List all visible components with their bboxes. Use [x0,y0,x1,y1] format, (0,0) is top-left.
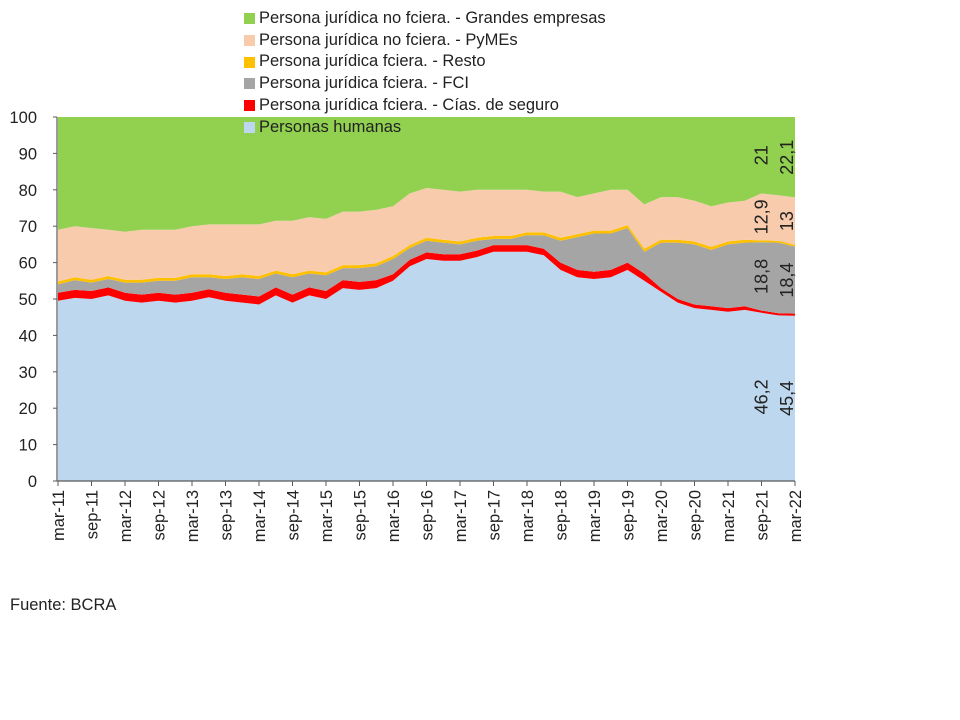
x-tick-label: mar-17 [452,490,470,542]
x-tick-label: mar-22 [787,490,805,542]
legend-swatch [244,35,255,47]
data-label: 46,2 [752,379,772,414]
x-tick-label: sep-13 [218,490,236,540]
x-tick-label: sep-16 [419,490,437,540]
data-label: 45,4 [777,381,797,416]
x-tick-label: sep-18 [553,490,571,540]
legend-swatch [244,13,255,25]
legend-item: Persona jurídica no fciera. - PyMEs [244,30,606,52]
data-label: 18,4 [777,263,797,298]
y-tick-label: 0 [28,473,37,491]
x-tick-label: sep-11 [84,490,102,539]
legend-item: Persona jurídica fciera. - FCI [244,73,606,95]
x-tick-label: mar-14 [251,490,269,542]
x-tick-label: sep-15 [352,490,370,540]
x-tick-label: sep-20 [687,490,705,540]
legend-item: Personas humanas [244,117,606,139]
y-tick-label: 70 [19,218,37,236]
y-tick-label: 60 [19,255,37,273]
y-tick-label: 50 [19,291,37,309]
x-tick-label: mar-11 [50,490,68,541]
data-label: 18,8 [752,259,772,294]
x-tick-label: sep-12 [151,490,169,540]
source-note: Fuente: BCRA [10,596,117,614]
legend-swatch [244,121,255,133]
legend-item: Persona jurídica fciera. - Cías. de segu… [244,95,606,117]
legend-label: Persona jurídica no fciera. - Grandes em… [259,9,606,27]
legend-label: Persona jurídica fciera. - FCI [259,74,469,93]
legend-label: Persona jurídica fciera. - Resto [259,52,486,71]
data-label: 22,1 [777,140,797,175]
y-tick-label: 10 [19,437,37,455]
x-tick-label: sep-17 [486,490,504,540]
legend-swatch [244,78,255,90]
y-tick-label: 40 [19,327,37,345]
area-persona-jur-dica-no-fciera-pymes [58,188,795,282]
y-tick-label: 90 [19,145,37,163]
y-tick-label: 30 [19,364,37,382]
x-tick-label: mar-21 [720,490,738,542]
legend-label: Persona jurídica no fciera. - PyMEs [259,30,518,49]
x-tick-label: mar-20 [653,490,671,542]
data-label: 12,9 [752,199,772,234]
x-tick-label: sep-19 [620,490,638,540]
x-tick-label: mar-18 [519,490,537,542]
x-tick-label: mar-12 [117,490,135,542]
legend-label: Persona jurídica fciera. - Cías. de segu… [259,95,559,114]
x-tick-label: sep-21 [754,490,772,540]
legend-label: Personas humanas [259,117,402,136]
area-persona-jur-dica-no-fciera-grandes-empresas [58,117,795,232]
legend-item: Persona jurídica fciera. - Resto [244,51,606,73]
area-personas-humanas [58,251,795,481]
legend-swatch [244,100,255,112]
y-tick-label: 100 [9,109,37,127]
data-label: 21 [752,145,772,165]
legend-swatch [244,56,255,68]
y-tick-label: 80 [19,182,37,200]
legend-item: Persona jurídica no fciera. - Grandes em… [244,8,606,30]
area-persona-jur-dica-fciera-fci [58,228,795,314]
x-tick-label: mar-16 [385,490,403,542]
x-tick-label: sep-14 [285,490,303,540]
y-tick-label: 20 [19,400,37,418]
x-tick-label: mar-19 [586,490,604,542]
area-persona-jur-dica-fciera-c-as-de-seguro [58,245,795,316]
x-tick-label: mar-15 [318,490,336,542]
x-tick-label: mar-13 [184,490,202,542]
chart-legend: Persona jurídica no fciera. - Grandes em… [244,8,606,138]
data-label: 13 [777,211,797,231]
